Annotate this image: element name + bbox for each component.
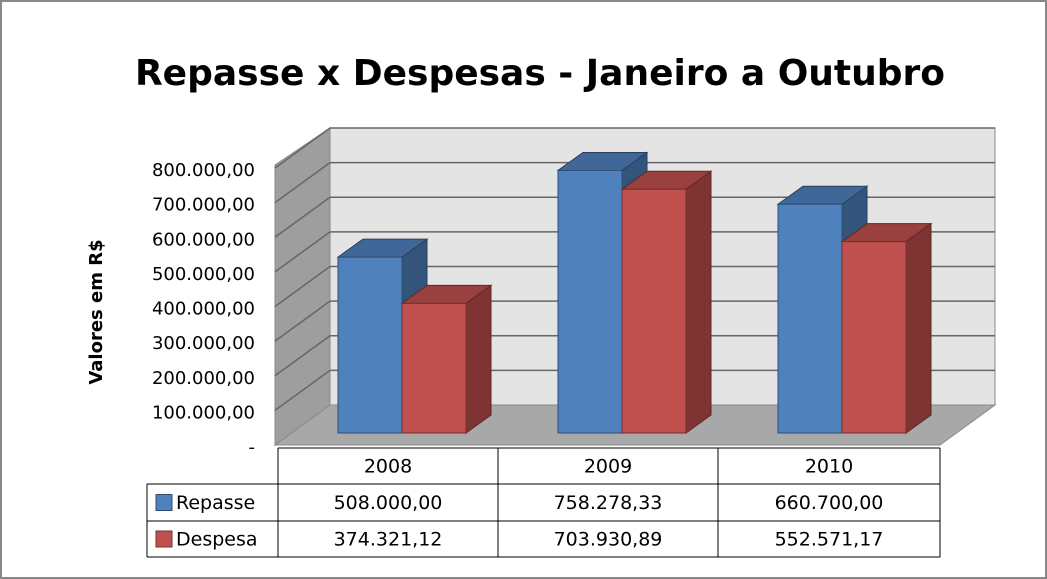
bar-side — [465, 284, 492, 434]
y-tick-label: 300.000,00 — [152, 333, 255, 354]
y-tick-label: 100.000,00 — [152, 402, 255, 423]
chart-title: Repasse x Despesas - Janeiro a Outubro — [135, 53, 945, 94]
grid-line — [274, 196, 995, 238]
bar-front — [557, 169, 623, 434]
table-cell: 758.278,33 — [554, 492, 663, 514]
legend-key — [155, 494, 173, 511]
table-cell: 660.700,00 — [775, 492, 884, 514]
table-header: 2010 — [805, 456, 853, 478]
grid-line — [274, 127, 995, 169]
bar — [400, 284, 493, 434]
y-tick-label: 800.000,00 — [152, 160, 255, 181]
bar — [620, 170, 713, 434]
grid-line — [274, 335, 995, 377]
legend-label: Despesa — [176, 529, 258, 551]
table-header: 2008 — [364, 456, 412, 478]
grid-line — [274, 161, 995, 204]
y-tick-label: 600.000,00 — [152, 229, 255, 250]
y-axis-label: Valores em R$ — [86, 239, 107, 384]
grid-line — [274, 369, 995, 411]
y-tick-label: 500.000,00 — [152, 264, 255, 285]
bar-side — [685, 170, 712, 434]
grid-line — [274, 231, 995, 273]
bar-front — [777, 203, 843, 434]
legend-label: Repasse — [176, 492, 255, 514]
grid-line — [274, 265, 995, 308]
y-tick-label: - — [249, 437, 256, 458]
grid-line — [274, 300, 995, 342]
table-cell: 508.000,00 — [334, 492, 443, 514]
bar-side — [905, 222, 932, 434]
legend-key — [155, 530, 173, 548]
bar — [840, 222, 933, 434]
bar-front — [841, 241, 907, 434]
table-cell: 703.930,89 — [554, 529, 663, 551]
bar-front — [337, 256, 403, 434]
bar-front — [621, 188, 687, 434]
y-tick-label: 200.000,00 — [152, 368, 255, 389]
y-tick-label: 700.000,00 — [152, 195, 255, 216]
y-tick-label: 400.000,00 — [152, 299, 255, 320]
table-cell: 552.571,17 — [775, 529, 884, 551]
bar-front — [401, 302, 467, 434]
table-header: 2009 — [584, 456, 632, 478]
table-cell: 374.321,12 — [334, 529, 443, 551]
